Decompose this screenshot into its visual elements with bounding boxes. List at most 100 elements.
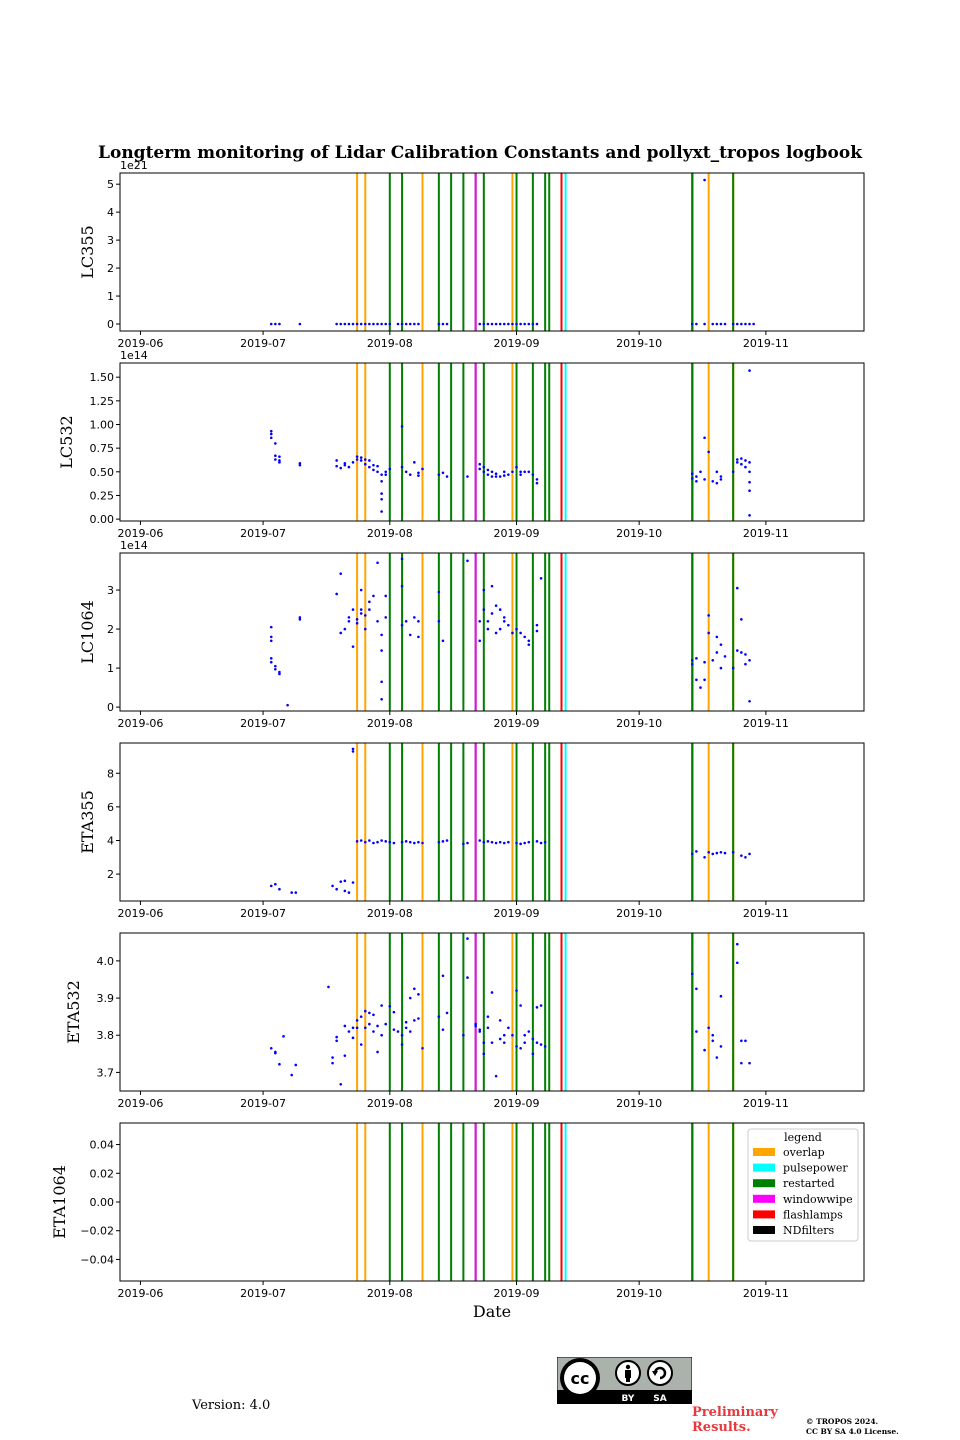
data-point — [490, 991, 494, 994]
data-point — [400, 584, 404, 588]
preliminary-line-2: Results. — [692, 1420, 751, 1435]
data-point — [339, 631, 343, 635]
y-tick-label: 0.50 — [90, 466, 115, 479]
data-point — [502, 616, 506, 619]
data-point — [404, 1020, 408, 1024]
data-point — [417, 1017, 420, 1020]
data-point — [274, 1050, 277, 1054]
data-point — [711, 658, 715, 662]
data-point — [408, 1030, 412, 1033]
data-point — [482, 1052, 486, 1056]
data-point — [278, 459, 281, 462]
data-point — [539, 577, 543, 580]
data-point — [507, 322, 510, 326]
data-point — [274, 442, 277, 445]
data-point — [523, 470, 527, 474]
data-point — [494, 604, 498, 607]
x-tick-label: 2019-08 — [367, 907, 413, 920]
data-point — [703, 436, 706, 440]
data-point — [494, 322, 498, 326]
y-tick-label: 1 — [107, 662, 114, 675]
data-point — [269, 884, 273, 888]
data-point — [539, 1043, 543, 1046]
y-tick-label: 4 — [107, 834, 114, 847]
data-point — [494, 631, 498, 635]
data-point — [731, 470, 735, 474]
data-point — [740, 322, 743, 326]
data-point — [744, 653, 747, 656]
data-point — [392, 841, 396, 845]
data-point — [498, 840, 502, 844]
data-point — [535, 1041, 539, 1044]
data-point — [380, 839, 383, 842]
x-tick-label: 2019-06 — [117, 527, 163, 540]
data-point — [408, 473, 412, 476]
y-tick-label: 0 — [107, 318, 114, 331]
data-point — [417, 474, 420, 477]
y-tick-label: 0.00 — [90, 1196, 115, 1209]
panel-eta355: 2019-06 2019-07 2019-08 2019-09 2019-10 2019-… — [78, 742, 865, 920]
data-point — [384, 616, 388, 619]
data-point — [290, 1073, 293, 1077]
data-point — [691, 477, 694, 480]
data-point — [748, 514, 751, 517]
data-point — [278, 1062, 281, 1066]
panel-lc355: 2019-06 2019-07 2019-08 2019-09 2019-10 2019-… — [78, 159, 865, 350]
data-point — [376, 561, 379, 565]
data-point — [478, 462, 482, 466]
data-point — [482, 608, 486, 611]
data-point — [359, 839, 363, 842]
data-point — [269, 429, 273, 433]
data-point — [519, 631, 522, 635]
data-point — [298, 463, 302, 467]
data-point — [269, 639, 273, 643]
data-point — [413, 461, 416, 464]
data-point — [703, 855, 706, 859]
y-tick-label: −0.02 — [80, 1225, 114, 1238]
data-point — [282, 1035, 285, 1038]
data-point — [359, 612, 363, 615]
data-point — [363, 322, 367, 326]
data-point — [269, 625, 273, 629]
data-point — [531, 1037, 535, 1041]
data-point — [298, 616, 302, 619]
data-point — [269, 1046, 273, 1050]
y-tick-label: 2 — [107, 868, 114, 881]
data-point — [719, 475, 723, 478]
sa-share-alike-icon — [647, 1360, 673, 1386]
data-point — [715, 635, 719, 639]
data-point — [535, 629, 539, 633]
data-point — [417, 635, 420, 639]
data-point — [515, 841, 518, 845]
data-point — [486, 1026, 490, 1030]
data-point — [372, 1013, 375, 1017]
data-point — [527, 322, 531, 326]
data-point — [355, 840, 359, 843]
data-point — [441, 322, 445, 326]
legend-label-pulsepower: pulsepower — [783, 1162, 848, 1175]
data-point — [380, 680, 383, 684]
data-point — [331, 884, 334, 888]
y-tick-label: 1.00 — [90, 418, 115, 431]
data-point — [699, 686, 702, 689]
data-point — [298, 322, 302, 326]
data-point — [478, 467, 482, 471]
data-point — [347, 322, 351, 326]
x-tick-label: 2019-09 — [494, 717, 540, 730]
data-point — [494, 472, 498, 475]
data-point — [355, 618, 359, 621]
data-point — [466, 559, 469, 563]
y-tick-label: 3.7 — [97, 1066, 115, 1079]
data-point — [511, 470, 514, 474]
data-point — [335, 887, 338, 891]
data-point — [539, 1004, 543, 1007]
data-point — [343, 1054, 347, 1057]
data-point — [527, 1030, 531, 1033]
data-point — [748, 322, 751, 326]
data-point — [707, 631, 710, 635]
data-point — [531, 1052, 535, 1056]
cc-license-badge[interactable]: cc BY SA — [556, 1356, 693, 1408]
y-axis-label: LC532 — [57, 415, 76, 468]
data-point — [363, 1026, 367, 1030]
data-point — [400, 623, 404, 627]
